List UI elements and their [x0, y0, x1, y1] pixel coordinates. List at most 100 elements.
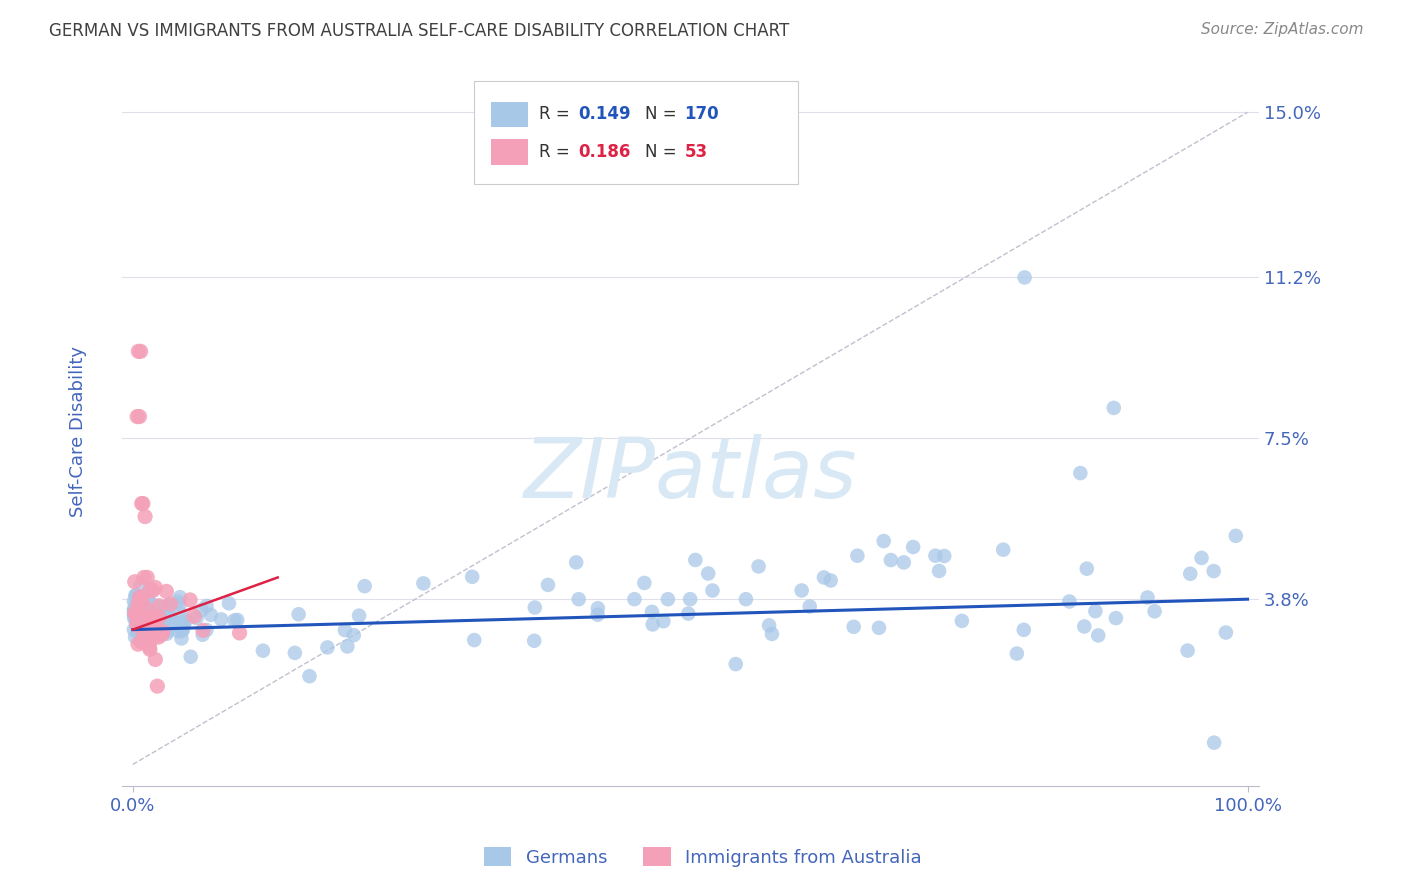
Point — [132, 625, 155, 640]
Point — [135, 607, 157, 621]
Text: N =: N = — [645, 143, 682, 161]
Point — [156, 599, 179, 613]
Point — [125, 596, 148, 610]
Point — [139, 622, 162, 636]
Point — [150, 627, 173, 641]
Point — [127, 409, 149, 424]
Point — [142, 615, 165, 629]
Point — [993, 542, 1015, 557]
Point — [129, 618, 152, 632]
Point — [846, 549, 869, 563]
Point — [180, 649, 202, 664]
Point — [702, 583, 724, 598]
Point — [1073, 619, 1095, 633]
Point — [131, 591, 153, 606]
Point — [928, 564, 950, 578]
Point — [128, 409, 150, 424]
Point — [924, 549, 946, 563]
Point — [166, 594, 188, 608]
Point — [127, 590, 149, 604]
Point — [298, 669, 321, 683]
Point — [127, 599, 149, 614]
Point — [142, 583, 165, 598]
Point — [169, 591, 191, 605]
Point — [139, 623, 162, 637]
Point — [343, 628, 366, 642]
Point — [790, 583, 813, 598]
Point — [155, 611, 177, 625]
Point — [128, 599, 150, 613]
Point — [142, 611, 165, 625]
Point — [139, 597, 162, 611]
Point — [131, 597, 153, 611]
Point — [150, 620, 173, 634]
Point — [136, 570, 159, 584]
Point — [758, 618, 780, 632]
Point — [179, 593, 201, 607]
Point — [160, 613, 183, 627]
Point — [131, 594, 153, 608]
Point — [195, 623, 218, 637]
Point — [135, 598, 157, 612]
Point — [132, 593, 155, 607]
Point — [148, 624, 170, 638]
Point — [125, 618, 148, 632]
Point — [148, 630, 170, 644]
Point — [148, 610, 170, 624]
Point — [228, 626, 250, 640]
Point — [893, 556, 915, 570]
Point — [174, 614, 197, 628]
Point — [167, 624, 190, 639]
Point — [157, 624, 180, 638]
Point — [141, 619, 163, 633]
Point — [143, 652, 166, 666]
Point — [143, 600, 166, 615]
Point — [880, 553, 903, 567]
Point — [122, 594, 145, 608]
Point — [697, 566, 720, 581]
Point — [122, 603, 145, 617]
Point — [150, 606, 173, 620]
Point — [623, 592, 645, 607]
Text: Source: ZipAtlas.com: Source: ZipAtlas.com — [1201, 22, 1364, 37]
Point — [141, 601, 163, 615]
Bar — [491, 102, 527, 127]
Text: R =: R = — [538, 105, 575, 123]
Point — [128, 599, 150, 613]
Point — [127, 625, 149, 640]
Point — [124, 574, 146, 589]
Point — [284, 646, 307, 660]
Point — [586, 607, 609, 622]
Point — [353, 579, 375, 593]
Point — [523, 600, 546, 615]
Point — [132, 496, 155, 510]
Point — [586, 601, 609, 615]
Point — [685, 553, 707, 567]
Text: R =: R = — [538, 143, 575, 161]
Point — [901, 540, 924, 554]
Point — [1059, 594, 1081, 608]
Point — [200, 607, 222, 622]
Point — [143, 613, 166, 627]
Point — [124, 603, 146, 617]
Point — [333, 623, 356, 637]
Point — [129, 591, 152, 605]
Point — [148, 628, 170, 642]
Point — [124, 606, 146, 620]
Point — [150, 603, 173, 617]
Point — [138, 583, 160, 598]
Text: 170: 170 — [685, 105, 718, 123]
Point — [143, 581, 166, 595]
Point — [336, 640, 359, 654]
Point — [523, 633, 546, 648]
Point — [127, 637, 149, 651]
Point — [138, 615, 160, 629]
Point — [1005, 647, 1028, 661]
Point — [124, 630, 146, 644]
Point — [122, 611, 145, 625]
Point — [125, 615, 148, 630]
Point — [143, 614, 166, 628]
Point — [252, 643, 274, 657]
Point — [132, 605, 155, 619]
Point — [799, 599, 821, 614]
